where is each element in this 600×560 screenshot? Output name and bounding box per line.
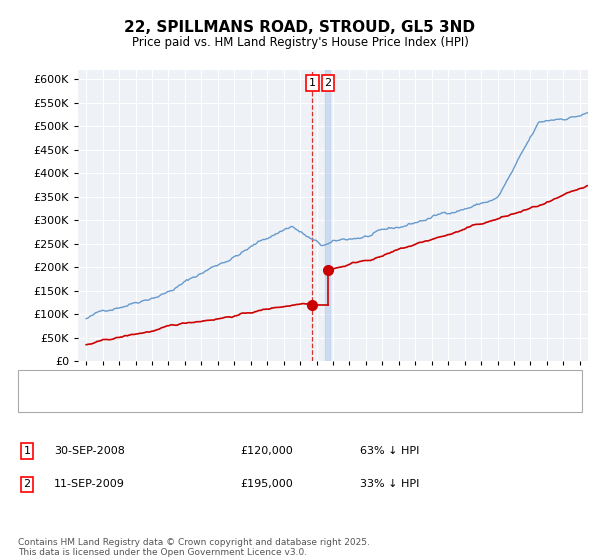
Text: Contains HM Land Registry data © Crown copyright and database right 2025.
This d: Contains HM Land Registry data © Crown c… (18, 538, 370, 557)
Text: 2: 2 (23, 479, 31, 489)
Bar (325, 70, 331, 361)
Text: £195,000: £195,000 (240, 479, 293, 489)
Text: 2: 2 (325, 78, 331, 88)
Text: HPI: Average price, detached house, Stroud: HPI: Average price, detached house, Stro… (69, 396, 296, 406)
Text: Price paid vs. HM Land Registry's House Price Index (HPI): Price paid vs. HM Land Registry's House … (131, 36, 469, 49)
Text: 1: 1 (23, 446, 31, 456)
Text: 63% ↓ HPI: 63% ↓ HPI (360, 446, 419, 456)
Text: 22, SPILLMANS ROAD, STROUD, GL5 3ND (detached house): 22, SPILLMANS ROAD, STROUD, GL5 3ND (det… (69, 376, 378, 386)
Text: £120,000: £120,000 (240, 446, 293, 456)
Text: 1: 1 (309, 78, 316, 88)
Text: 30-SEP-2008: 30-SEP-2008 (54, 446, 125, 456)
Text: 33% ↓ HPI: 33% ↓ HPI (360, 479, 419, 489)
Text: 22, SPILLMANS ROAD, STROUD, GL5 3ND: 22, SPILLMANS ROAD, STROUD, GL5 3ND (125, 20, 476, 35)
Text: 11-SEP-2009: 11-SEP-2009 (54, 479, 125, 489)
